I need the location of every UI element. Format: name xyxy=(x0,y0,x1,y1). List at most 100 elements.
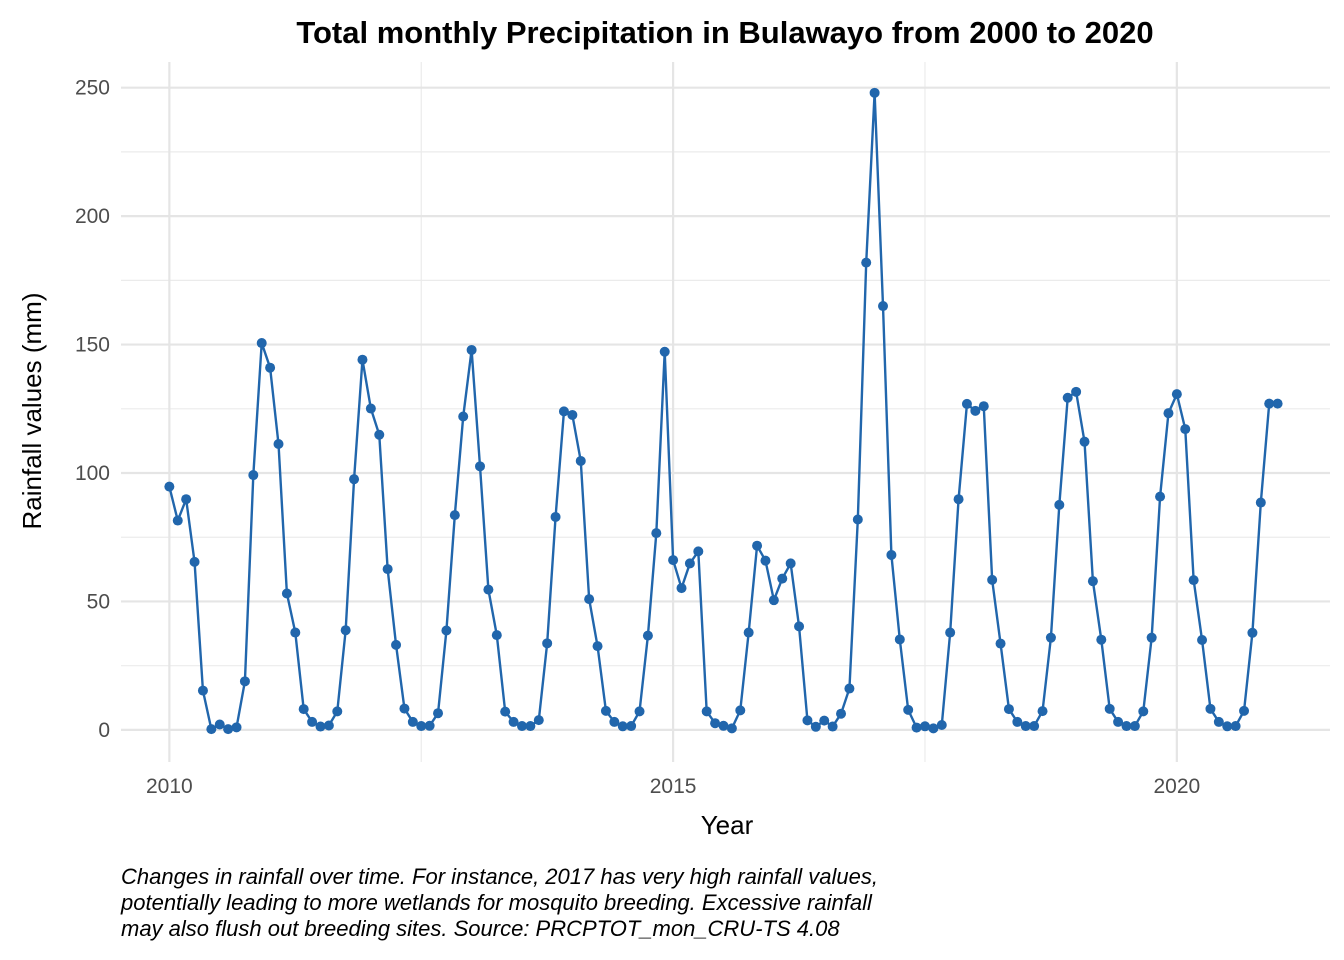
y-axis-title: Rainfall values (mm) xyxy=(17,293,47,530)
y-tick-label: 100 xyxy=(75,462,110,485)
data-point xyxy=(189,556,200,567)
data-point xyxy=(273,438,284,449)
data-point xyxy=(567,409,578,420)
data-point xyxy=(617,721,628,732)
data-point xyxy=(861,257,872,268)
data-point xyxy=(642,630,653,641)
data-point xyxy=(542,638,553,649)
data-point xyxy=(1146,632,1157,643)
x-tick-label: 2020 xyxy=(1154,775,1201,798)
data-point xyxy=(550,511,561,522)
major-gridlines xyxy=(121,62,1330,762)
data-point xyxy=(903,704,914,715)
data-point xyxy=(710,718,721,729)
data-point xyxy=(214,719,225,730)
data-point xyxy=(836,708,847,719)
data-point xyxy=(726,723,737,734)
data-point xyxy=(281,588,292,599)
data-point xyxy=(1155,491,1166,502)
data-point xyxy=(1171,389,1182,400)
data-point xyxy=(307,716,318,727)
data-point xyxy=(735,705,746,716)
data-point xyxy=(878,301,889,312)
data-point xyxy=(718,720,729,731)
data-point xyxy=(290,627,301,638)
data-point xyxy=(1138,706,1149,717)
y-tick-label: 50 xyxy=(87,590,110,613)
data-point xyxy=(777,573,788,584)
data-point xyxy=(449,510,460,521)
data-point xyxy=(475,461,486,472)
data-point xyxy=(1213,716,1224,727)
y-axis-ticks: 0 50 100 150 200 250 xyxy=(75,77,110,742)
data-point xyxy=(584,594,595,605)
data-point xyxy=(332,706,343,717)
data-point xyxy=(1012,716,1023,727)
series-layer xyxy=(164,87,1283,735)
data-point xyxy=(995,638,1006,649)
chart-title: Total monthly Precipitation in Bulawayo … xyxy=(296,15,1153,50)
data-point xyxy=(407,716,418,727)
data-point xyxy=(441,625,452,636)
x-axis-ticks: 2010 2015 2020 xyxy=(146,775,1200,798)
data-point xyxy=(1029,721,1040,732)
data-point xyxy=(852,514,863,525)
data-point xyxy=(483,584,494,595)
data-point xyxy=(374,429,385,440)
data-point xyxy=(1104,703,1115,714)
data-point xyxy=(1230,721,1241,732)
x-axis-title: Year xyxy=(701,810,754,840)
data-point xyxy=(794,621,805,632)
data-point xyxy=(525,721,536,732)
data-point xyxy=(961,398,972,409)
data-point xyxy=(416,721,427,732)
data-point xyxy=(844,683,855,694)
data-point xyxy=(1129,721,1140,732)
data-point xyxy=(1205,703,1216,714)
data-point xyxy=(894,634,905,645)
data-point xyxy=(323,720,334,731)
data-point xyxy=(802,715,813,726)
data-point xyxy=(819,715,830,726)
data-point xyxy=(651,528,662,539)
data-point xyxy=(1062,392,1073,403)
y-tick-label: 0 xyxy=(98,719,110,742)
data-point xyxy=(609,716,620,727)
data-point xyxy=(181,494,192,505)
data-point xyxy=(197,685,208,696)
chart-caption: Changes in rainfall over time. For insta… xyxy=(121,864,1101,942)
data-point xyxy=(265,362,276,373)
data-point xyxy=(1197,634,1208,645)
data-point xyxy=(223,724,234,735)
data-point xyxy=(248,470,259,481)
data-point xyxy=(911,722,922,733)
data-point xyxy=(382,564,393,575)
data-point xyxy=(760,555,771,566)
data-point xyxy=(508,716,519,727)
data-point xyxy=(516,721,527,732)
data-point xyxy=(558,406,569,417)
data-point xyxy=(1054,499,1065,510)
caption-line: may also flush out breeding sites. Sourc… xyxy=(121,916,840,941)
data-point xyxy=(928,723,939,734)
data-point xyxy=(701,706,712,717)
data-point xyxy=(491,630,502,641)
data-point xyxy=(810,721,821,732)
data-point xyxy=(458,411,469,422)
data-point xyxy=(466,344,477,355)
data-point xyxy=(340,625,351,636)
data-point xyxy=(575,455,586,466)
data-point xyxy=(433,708,444,719)
data-point xyxy=(919,721,930,732)
caption-line: potentially leading to more wetlands for… xyxy=(121,890,872,915)
data-point xyxy=(659,346,670,357)
data-point xyxy=(399,703,410,714)
data-point xyxy=(1113,716,1124,727)
y-tick-label: 150 xyxy=(75,334,110,357)
data-point xyxy=(231,722,242,733)
data-point xyxy=(1255,497,1266,508)
x-tick-label: 2015 xyxy=(650,775,697,798)
data-point xyxy=(987,574,998,585)
data-point xyxy=(315,721,326,732)
data-point xyxy=(1037,706,1048,717)
